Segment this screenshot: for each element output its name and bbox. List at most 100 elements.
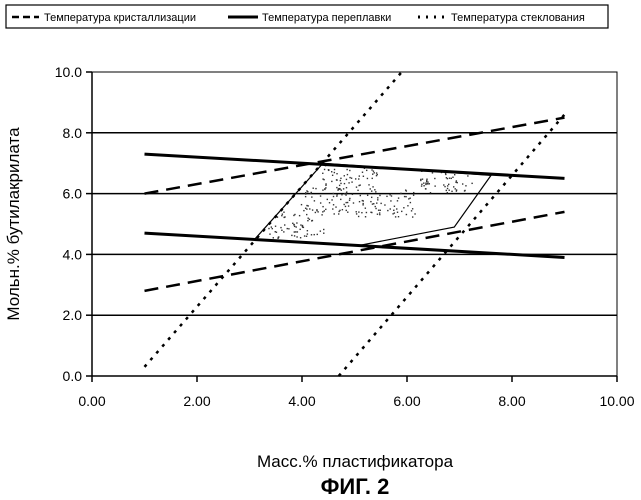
- speckle-dot: [467, 175, 468, 176]
- speckle-dot: [423, 182, 424, 183]
- speckle-dot: [425, 184, 426, 185]
- speckle-dot: [387, 210, 388, 211]
- y-tick-label: 4.0: [63, 246, 83, 262]
- speckle-dot: [346, 192, 347, 193]
- speckle-dot: [365, 216, 366, 217]
- speckle-dot: [306, 208, 307, 209]
- speckle-dot: [314, 200, 315, 201]
- speckle-dot: [324, 188, 325, 189]
- speckle-dot: [282, 213, 283, 214]
- speckle-dot: [340, 180, 341, 181]
- speckle-dot: [371, 197, 372, 198]
- speckle-dot: [448, 190, 449, 191]
- speckle-dot: [392, 213, 393, 214]
- speckle-dot: [340, 199, 341, 200]
- figure-caption: ФИГ. 2: [321, 474, 390, 499]
- speckle-dot: [327, 199, 328, 200]
- speckle-dot: [362, 172, 363, 173]
- speckle-dot: [396, 208, 397, 209]
- speckle-dot: [414, 213, 415, 214]
- speckle-dot: [309, 219, 310, 220]
- speckle-dot: [272, 228, 273, 229]
- speckle-dot: [325, 209, 326, 210]
- speckle-dot: [280, 227, 281, 228]
- speckle-dot: [305, 193, 306, 194]
- speckle-dot: [373, 170, 374, 171]
- speckle-dot: [344, 175, 345, 176]
- y-tick-label: 10.0: [55, 64, 82, 80]
- speckle-dot: [372, 178, 373, 179]
- speckle-dot: [352, 194, 353, 195]
- speckle-dot: [297, 231, 298, 232]
- speckle-dot: [287, 228, 288, 229]
- speckle-dot: [372, 203, 373, 204]
- speckle-dot: [307, 220, 308, 221]
- speckle-dot: [409, 197, 410, 198]
- speckle-dot: [299, 229, 300, 230]
- speckle-dot: [346, 210, 347, 211]
- speckle-dot: [355, 178, 356, 179]
- speckle-dot: [370, 201, 371, 202]
- speckle-dot: [465, 185, 466, 186]
- speckle-dot: [307, 230, 308, 231]
- speckle-dot: [331, 171, 332, 172]
- speckle-dot: [294, 226, 295, 227]
- speckle-dot: [311, 220, 312, 221]
- speckle-dot: [340, 178, 341, 179]
- speckle-dot: [393, 210, 394, 211]
- speckle-dot: [447, 188, 448, 189]
- speckle-dot: [305, 196, 306, 197]
- speckle-dot: [309, 208, 310, 209]
- x-tick-label: 0.00: [78, 393, 105, 409]
- speckle-dot: [471, 183, 472, 184]
- speckle-dot: [305, 208, 306, 209]
- speckle-dot: [339, 210, 340, 211]
- speckle-dot: [362, 203, 363, 204]
- speckle-dot: [375, 191, 376, 192]
- speckle-dot: [427, 183, 428, 184]
- y-tick-label: 0.0: [63, 368, 83, 384]
- speckle-dot: [269, 233, 270, 234]
- speckle-dot: [333, 193, 334, 194]
- speckle-dot: [368, 184, 369, 185]
- speckle-dot: [420, 180, 421, 181]
- speckle-dot: [331, 181, 332, 182]
- legend-label-remelting: Температура переплавки: [262, 12, 391, 24]
- speckle-dot: [338, 188, 339, 189]
- speckle-dot: [311, 234, 312, 235]
- speckle-dot: [403, 207, 404, 208]
- speckle-dot: [334, 213, 335, 214]
- speckle-dot: [394, 212, 395, 213]
- speckle-dot: [359, 175, 360, 176]
- speckle-dot: [313, 188, 314, 189]
- speckle-dot: [413, 192, 414, 193]
- speckle-dot: [271, 226, 272, 227]
- y-axis-ticks: 0.02.04.06.08.010.0: [55, 64, 92, 384]
- speckle-dot: [336, 173, 337, 174]
- speckle-dot: [306, 236, 307, 237]
- speckle-dot: [334, 172, 335, 173]
- speckle-dot: [411, 210, 412, 211]
- speckle-dot: [283, 212, 284, 213]
- speckle-dot: [446, 190, 447, 191]
- speckle-dot: [283, 217, 284, 218]
- speckle-dot: [406, 190, 407, 191]
- speckle-dot: [302, 225, 303, 226]
- speckle-dot: [376, 175, 377, 176]
- speckle-dot: [359, 201, 360, 202]
- speckle-dot: [374, 189, 375, 190]
- speckle-dot: [320, 230, 321, 231]
- speckle-dot: [320, 195, 321, 196]
- speckle-dot: [374, 172, 375, 173]
- speckle-dot: [323, 233, 324, 234]
- speckle-dot: [358, 216, 359, 217]
- speckle-dot: [401, 211, 402, 212]
- speckle-dot: [329, 202, 330, 203]
- speckle-dot: [306, 214, 307, 215]
- speckle-dot: [332, 175, 333, 176]
- speckle-dot: [356, 213, 357, 214]
- speckle-dot: [337, 189, 338, 190]
- speckle-dot: [362, 204, 363, 205]
- speckle-dot: [281, 230, 282, 231]
- speckle-dot: [310, 193, 311, 194]
